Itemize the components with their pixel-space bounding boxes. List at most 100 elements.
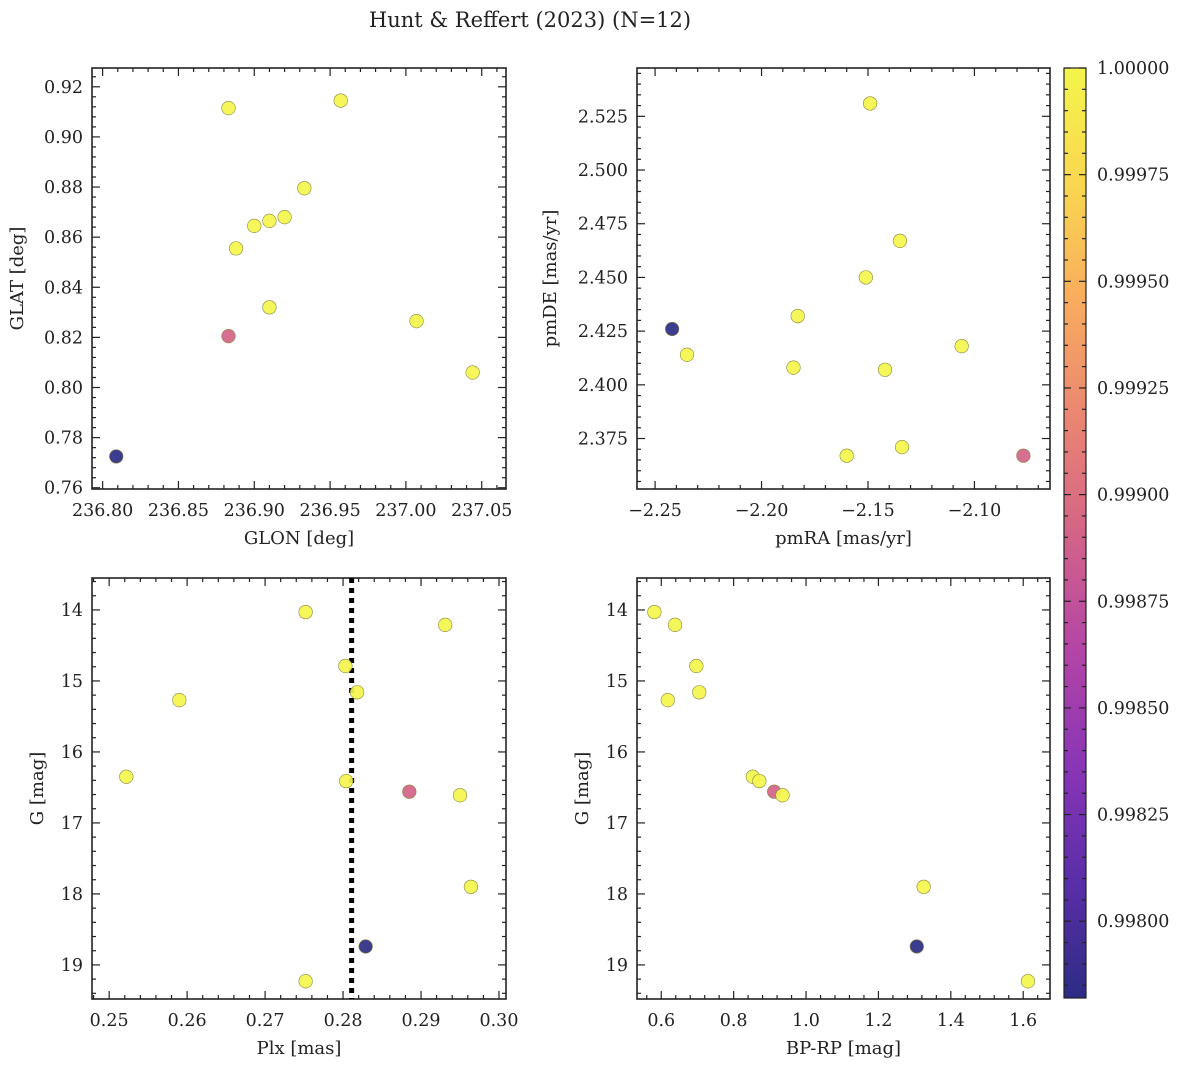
data-point <box>298 974 313 989</box>
data-point <box>358 939 373 954</box>
data-point <box>786 360 801 375</box>
y-tick-label: 14 <box>61 601 83 621</box>
data-point <box>665 321 680 337</box>
y-tick-label: 2.425 <box>578 322 628 342</box>
data-point <box>338 658 353 674</box>
panel-plx-g: 0.25 0.26 0.27 0.28 0.29 0.30 14 15 16 17 18 19 Plx … <box>27 577 518 1059</box>
y-tick-label: 14 <box>606 601 628 621</box>
x-tick-label: 0.30 <box>479 1011 518 1031</box>
x-tick-label: −2.10 <box>948 501 1002 521</box>
data-point <box>1016 448 1031 463</box>
x-tick-label: 0.8 <box>720 1011 748 1031</box>
data-point <box>228 241 244 256</box>
x-tick-label: 237.00 <box>375 501 436 521</box>
data-point <box>262 300 277 315</box>
x-tick-label: 236.80 <box>72 501 133 521</box>
y-tick-label: 0.92 <box>44 78 83 98</box>
x-tick-label: 1.0 <box>792 1011 820 1031</box>
y-tick-label: 0.78 <box>44 429 83 449</box>
data-point <box>689 658 704 674</box>
y-tick-label: 2.525 <box>578 107 628 127</box>
y-tick-label: 18 <box>61 885 83 905</box>
data-point <box>452 788 468 803</box>
x-tick-label: 0.27 <box>246 1011 285 1031</box>
y-tick-label: 0.86 <box>44 228 83 248</box>
data-point <box>752 773 767 789</box>
data-point <box>909 939 924 954</box>
colorbar-tick-label: 0.99950 <box>1097 272 1169 292</box>
colorbar-tick-label: 0.99825 <box>1097 806 1169 826</box>
data-point <box>119 769 134 784</box>
x-axis-label: BP-RP [mag] <box>786 1038 901 1059</box>
x-tick-label: 1.4 <box>937 1011 965 1031</box>
panel-glon-glat: 236.80 236.85 236.90 236.95 237.00 237.05 0.76… <box>7 67 512 549</box>
y-tick-label: 15 <box>606 672 628 692</box>
y-tick-label: 0.82 <box>44 328 83 348</box>
y-tick-label: 16 <box>606 743 628 763</box>
data-point <box>775 788 790 803</box>
y-tick-label: 19 <box>606 956 628 976</box>
y-tick-label: 2.500 <box>578 161 628 181</box>
data-point <box>892 233 908 249</box>
data-point <box>790 308 805 324</box>
panel-bprp-g: 0.6 0.8 1.0 1.2 1.4 1.6 14 15 16 17 18 19 BP-RP [mag… <box>572 577 1051 1059</box>
data-point <box>247 218 262 233</box>
data-point <box>172 693 187 708</box>
y-tick-label: 2.400 <box>578 376 628 396</box>
data-point <box>877 362 893 377</box>
data-point <box>339 773 354 789</box>
x-tick-label: 0.6 <box>647 1011 675 1031</box>
data-point <box>438 617 453 632</box>
x-tick-label: 0.26 <box>168 1011 207 1031</box>
data-point <box>692 685 707 700</box>
data-point <box>1020 974 1036 989</box>
data-point <box>679 347 695 362</box>
y-tick-label: 2.475 <box>578 215 628 235</box>
x-tick-label: 1.6 <box>1009 1011 1037 1031</box>
data-point <box>863 96 878 111</box>
y-tick-label: 16 <box>61 743 83 763</box>
y-axis-label: GLAT [deg] <box>7 227 28 331</box>
colorbar-tick-label: 0.99850 <box>1097 699 1169 719</box>
x-tick-label: −2.15 <box>841 501 895 521</box>
data-point <box>839 448 854 463</box>
y-tick-label: 2.450 <box>578 268 628 288</box>
panel-pmra-pmde: −2.25 −2.20 −2.15 −2.10 2.375 2.400 2.425 2.450… <box>540 67 1051 549</box>
data-point <box>660 693 675 708</box>
data-point <box>916 879 931 894</box>
data-point <box>402 784 417 799</box>
plot-frame <box>636 577 1051 1000</box>
data-point <box>349 685 365 700</box>
y-tick-label: 17 <box>606 814 628 834</box>
y-tick-label: 15 <box>61 672 83 692</box>
x-axis-label: Plx [mas] <box>257 1038 342 1059</box>
data-point <box>463 879 479 894</box>
data-point <box>465 365 480 380</box>
y-tick-label: 0.76 <box>44 479 83 499</box>
data-point <box>894 440 910 455</box>
data-point <box>221 100 236 116</box>
x-tick-label: 236.95 <box>299 501 360 521</box>
y-tick-label: 19 <box>61 956 83 976</box>
data-point <box>277 210 292 225</box>
y-axis-label: G [mag] <box>27 752 48 825</box>
colorbar-tick-label: 0.99900 <box>1097 486 1169 506</box>
x-axis-label: pmRA [mas/yr] <box>775 528 912 549</box>
data-point <box>954 339 969 354</box>
x-tick-label: 0.29 <box>402 1011 441 1031</box>
x-tick-label: 236.90 <box>224 501 285 521</box>
y-tick-label: 0.90 <box>44 128 83 148</box>
colorbar-tick-label: 0.99975 <box>1097 166 1169 186</box>
plot-frame <box>91 577 507 1000</box>
x-tick-label: 1.2 <box>865 1011 893 1031</box>
x-axis-label: GLON [deg] <box>244 528 354 549</box>
colorbar-tick-label: 1.00000 <box>1097 59 1169 79</box>
data-point <box>297 181 312 196</box>
data-point <box>409 314 424 329</box>
y-tick-label: 2.375 <box>578 430 628 450</box>
colorbar-tick-label: 0.99800 <box>1097 912 1169 932</box>
data-point <box>667 617 683 632</box>
y-tick-label: 0.84 <box>44 278 83 298</box>
y-tick-label: 0.88 <box>44 178 83 198</box>
y-axis-label: pmDE [mas/yr] <box>540 210 561 348</box>
